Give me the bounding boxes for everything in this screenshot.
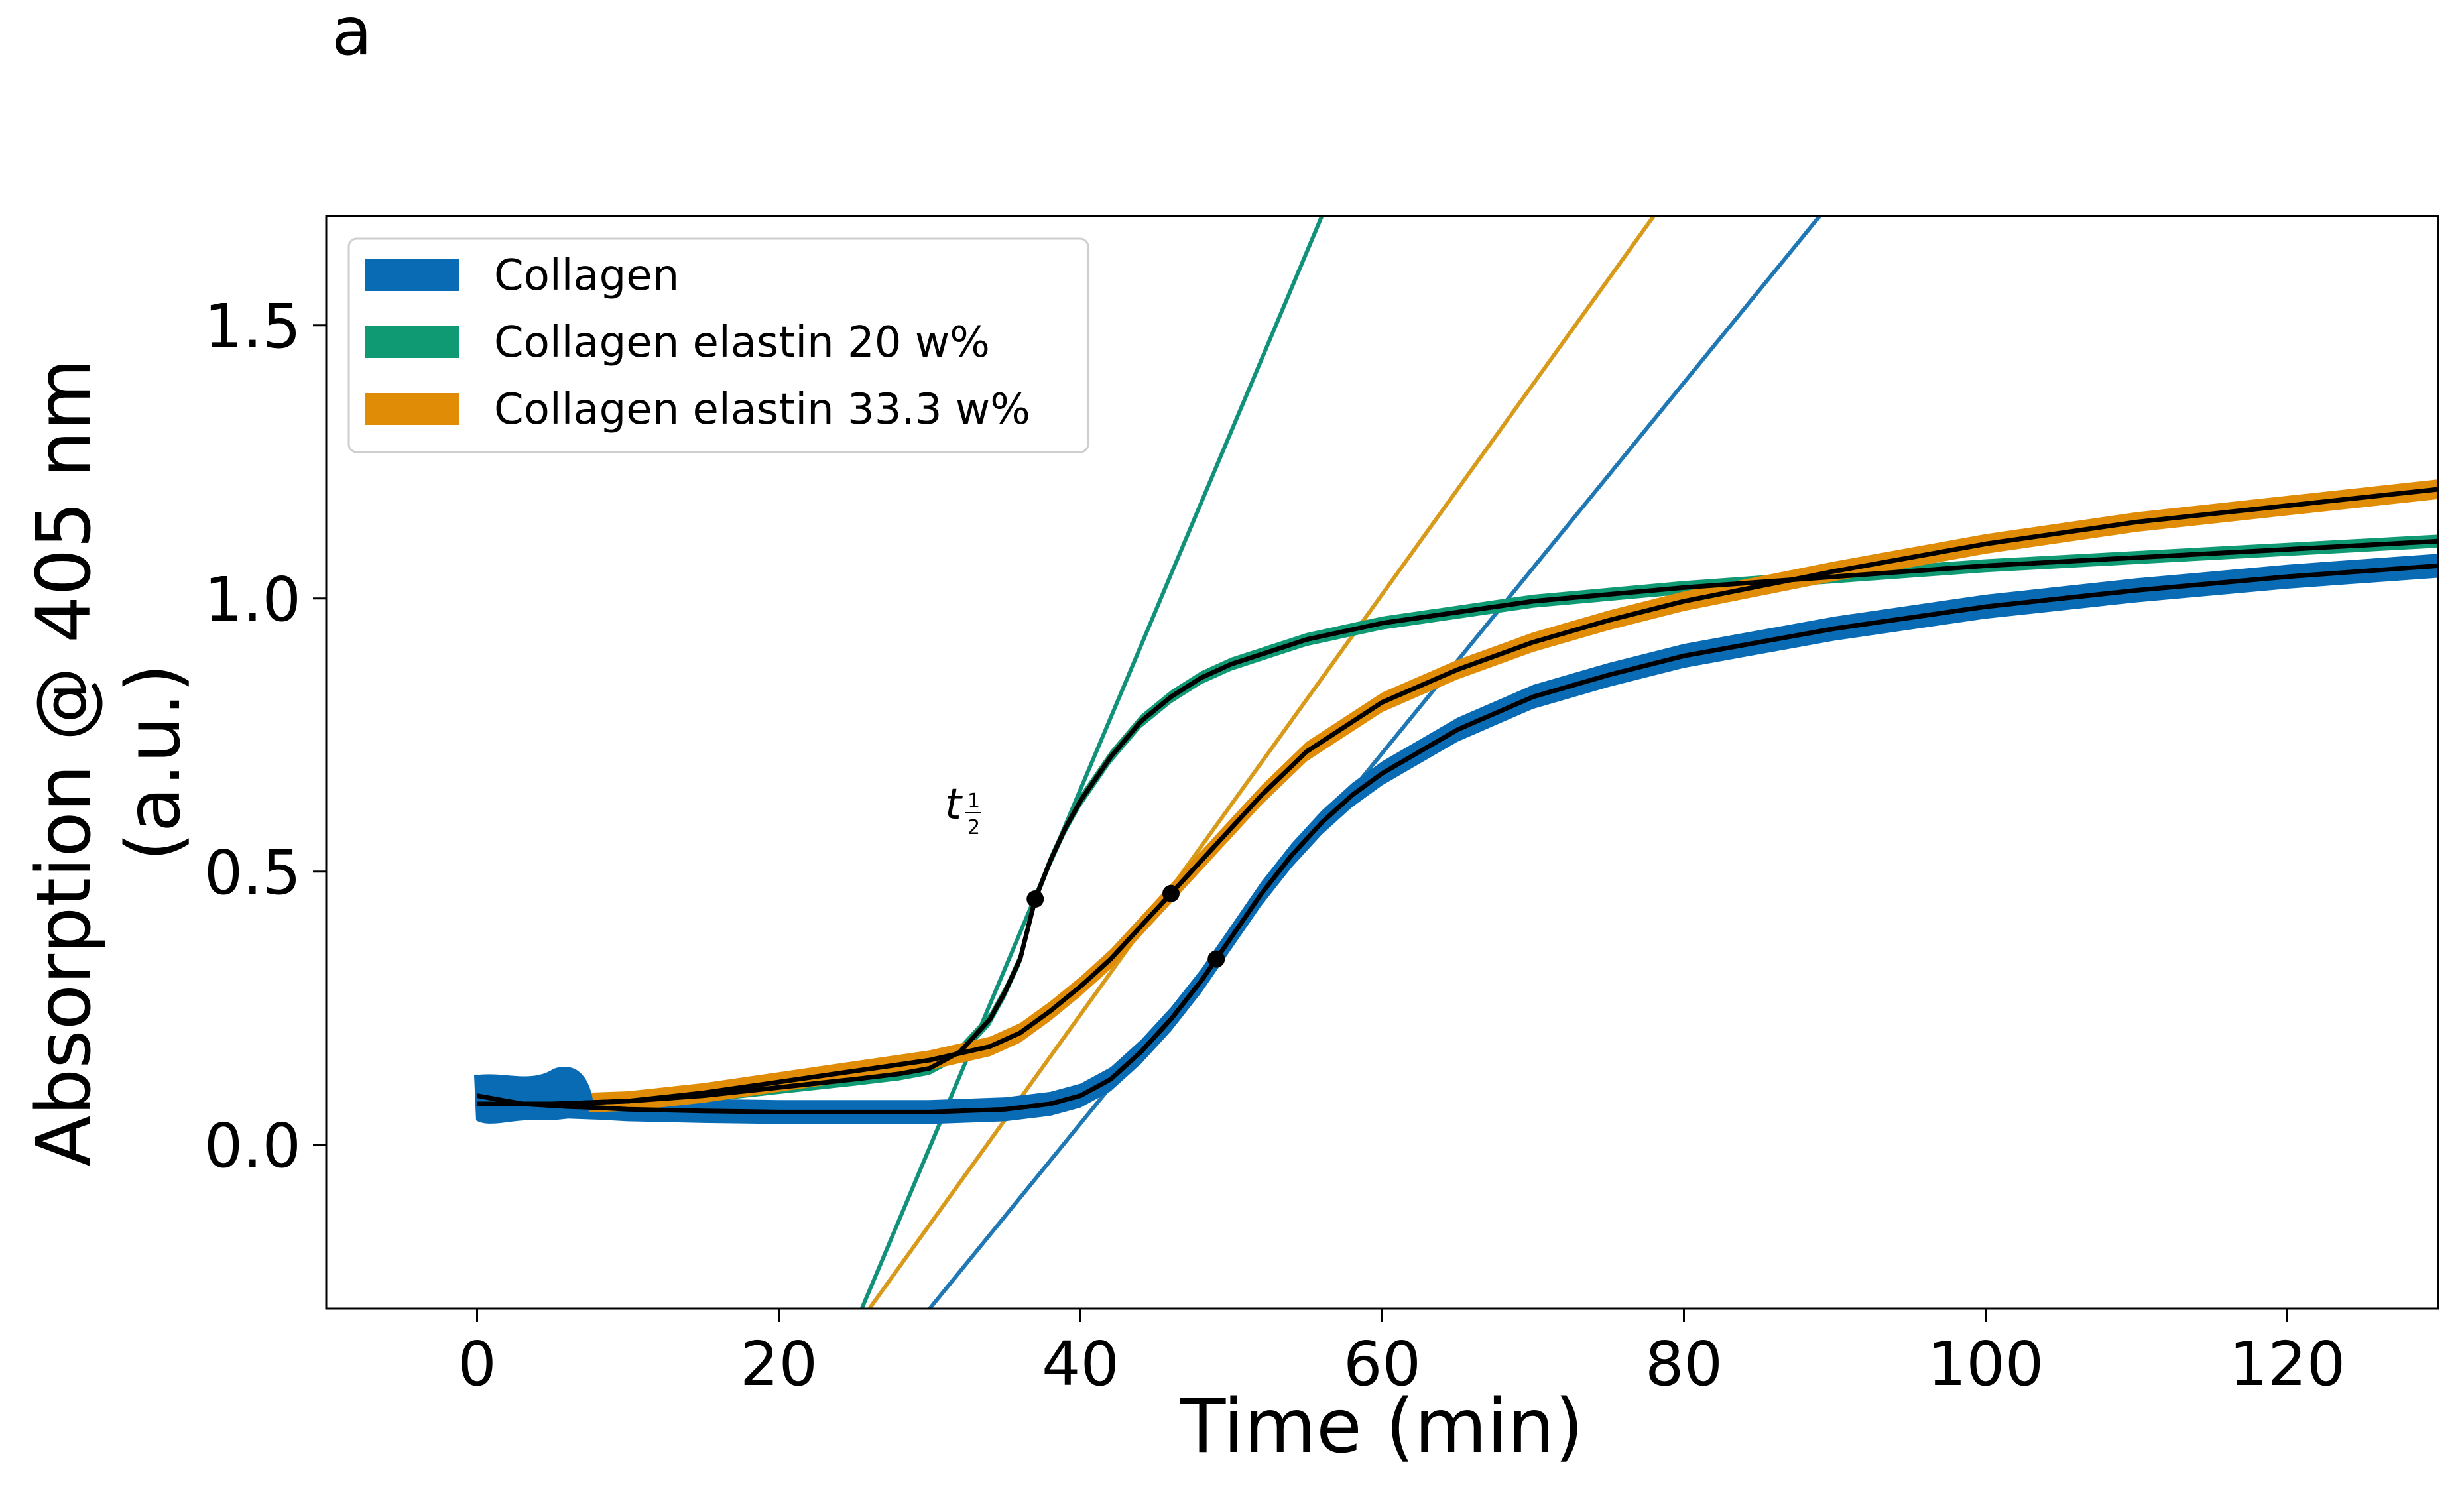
tangent-collagen-elastin-20-w <box>859 216 1324 1309</box>
t-half-point-collagen-elastin-20-w <box>1026 890 1044 908</box>
error-bands <box>474 479 2438 1124</box>
y-tick-label-0: 0.0 <box>204 1110 301 1181</box>
legend-label-collagen: Collagen <box>494 251 679 300</box>
band-collagen-elastin-20-w <box>477 534 2438 1110</box>
x-axis-ticks: 0 20 40 60 80 100 120 <box>458 1309 2345 1400</box>
legend: Collagen Collagen elastin 20 w% Collagen e… <box>347 237 1089 453</box>
legend-label-collagen-elastin-20-w: Collagen elastin 20 w% <box>494 318 990 367</box>
t-half-point-collagen-elastin-33-3-w <box>1162 884 1180 902</box>
band-collagen-elastin-33-3-w <box>477 479 2438 1114</box>
tangent-collagen <box>928 216 1821 1309</box>
t-half-subscript-num: 1 <box>967 790 980 813</box>
legend-swatch-collagen-elastin-20-w <box>365 326 459 358</box>
x-tick-label-4: 80 <box>1645 1329 1723 1400</box>
t-half-subscript-den: 2 <box>967 816 980 839</box>
legend-swatch-collagen <box>365 259 459 291</box>
legend-box <box>347 237 1089 453</box>
x-tick-label-6: 120 <box>2229 1329 2346 1400</box>
x-tick-label-2: 40 <box>1042 1329 1119 1400</box>
y-tick-label-2: 1.0 <box>204 564 301 635</box>
collagen-noise-region <box>474 1066 593 1124</box>
legend-swatch-collagen-elastin-33-3-w <box>365 393 459 425</box>
legend-label-collagen-elastin-33-3-w: Collagen elastin 33.3 w% <box>494 385 1030 434</box>
fit-curve-collagen-elastin-33-3-w <box>477 487 2438 1106</box>
x-axis-label: Time (min) <box>1180 1384 1583 1470</box>
x-tick-label-0: 0 <box>458 1329 497 1400</box>
y-axis-label-line1: Absorption @ 405 nm <box>21 359 107 1167</box>
y-tick-label-1: 0.5 <box>204 837 301 908</box>
tangent-lines <box>859 216 1821 1309</box>
tangent-collagen-elastin-33-3-w <box>867 216 1656 1309</box>
x-tick-label-5: 100 <box>1928 1329 2044 1400</box>
t-half-point-collagen <box>1207 950 1225 968</box>
t-half-points <box>1026 884 1225 968</box>
band-collagen <box>477 554 2438 1124</box>
fit-curves <box>476 487 2438 1114</box>
t-half-symbol: t <box>945 780 963 829</box>
t-half-annotation: t 1 2 <box>945 780 981 839</box>
y-tick-label-3: 1.5 <box>204 291 301 362</box>
panel-label: a <box>332 0 372 70</box>
y-axis-ticks: 0.0 0.5 1.0 1.5 <box>204 291 326 1181</box>
fit-curve-collagen <box>476 563 2438 1114</box>
y-axis-label-line2: (a.u.) <box>111 664 197 861</box>
x-tick-label-3: 60 <box>1343 1329 1421 1400</box>
x-tick-label-1: 20 <box>740 1329 818 1400</box>
fit-curve-collagen-elastin-20-w <box>477 538 2438 1106</box>
